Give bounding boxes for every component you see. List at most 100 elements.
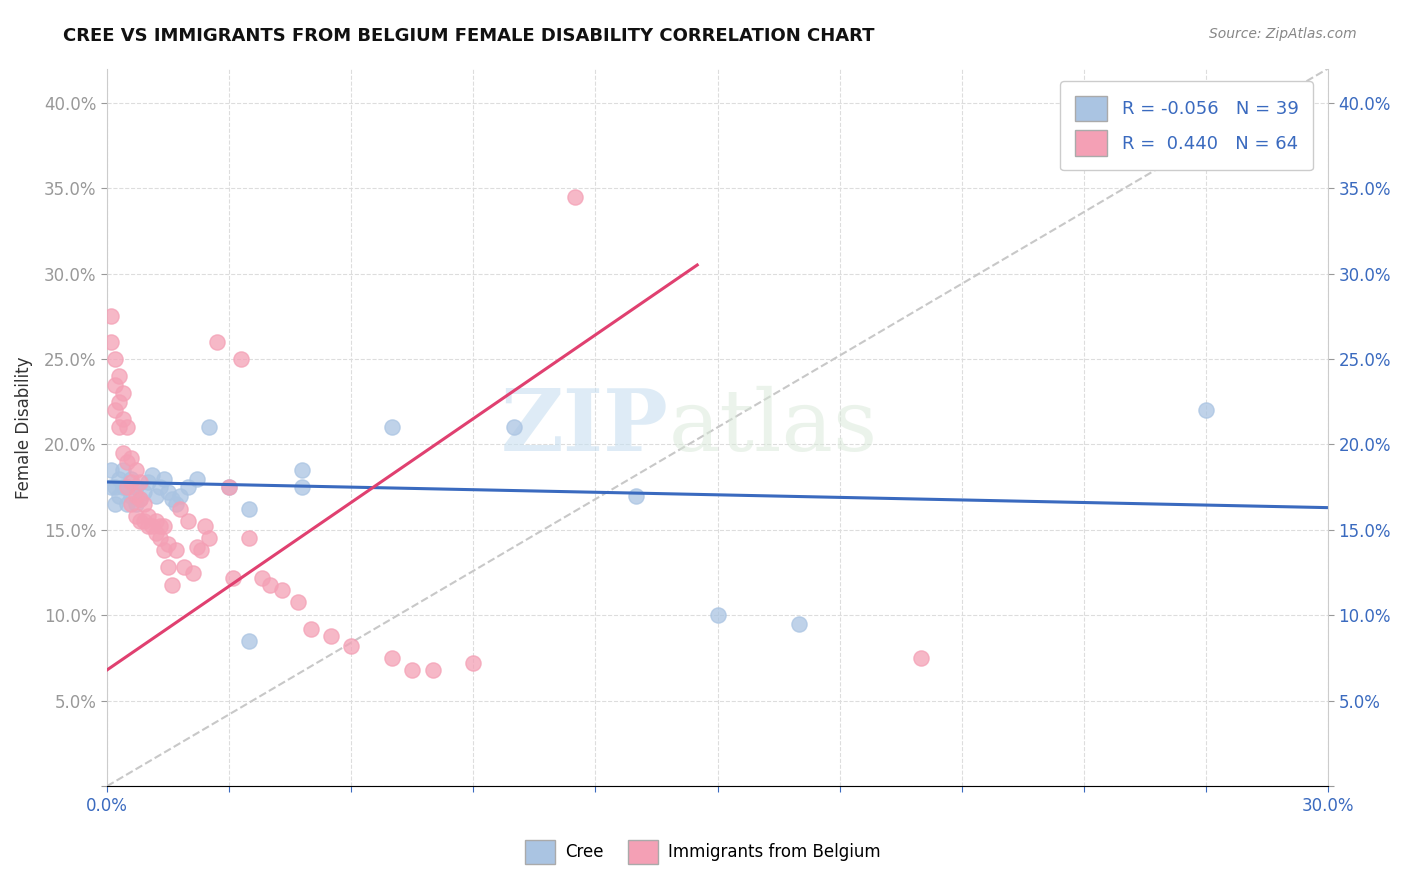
Text: ZIP: ZIP [501, 385, 669, 469]
Point [218, 480, 240, 494]
Point [381, 420, 404, 434]
Point [181, 566, 204, 580]
Point [124, 489, 146, 503]
Point [112, 446, 135, 460]
Point [100, 463, 122, 477]
Point [117, 420, 139, 434]
Point [149, 480, 172, 494]
Point [238, 502, 260, 516]
Point [157, 560, 180, 574]
Point [104, 480, 127, 494]
Point [401, 663, 423, 677]
Point [160, 577, 183, 591]
Point [145, 489, 167, 503]
Point [128, 475, 150, 489]
Point [299, 622, 322, 636]
Point [153, 543, 176, 558]
Point [503, 420, 526, 434]
Point [117, 454, 139, 468]
Point [624, 489, 647, 503]
Point [910, 651, 932, 665]
Point [153, 472, 176, 486]
Point [177, 480, 200, 494]
Point [250, 571, 273, 585]
Text: Source: ZipAtlas.com: Source: ZipAtlas.com [1209, 27, 1357, 41]
Point [128, 492, 150, 507]
Point [787, 616, 810, 631]
Point [422, 663, 444, 677]
Point [120, 489, 142, 503]
Point [128, 492, 150, 507]
Point [165, 543, 187, 558]
Point [120, 451, 142, 466]
Point [132, 514, 155, 528]
Point [112, 463, 135, 477]
Point [319, 629, 342, 643]
Text: CREE VS IMMIGRANTS FROM BELGIUM FEMALE DISABILITY CORRELATION CHART: CREE VS IMMIGRANTS FROM BELGIUM FEMALE D… [63, 27, 875, 45]
Point [124, 509, 146, 524]
Point [564, 189, 586, 203]
Point [177, 514, 200, 528]
Point [160, 492, 183, 507]
Point [238, 532, 260, 546]
Point [145, 514, 167, 528]
Point [100, 480, 122, 494]
Point [108, 394, 131, 409]
Point [186, 472, 208, 486]
Point [381, 651, 404, 665]
Point [186, 540, 208, 554]
Point [136, 475, 159, 489]
Point [165, 497, 187, 511]
Point [120, 475, 142, 489]
Point [141, 519, 163, 533]
Point [231, 351, 253, 366]
Point [149, 532, 172, 546]
Point [124, 497, 146, 511]
Point [117, 497, 139, 511]
Point [136, 519, 159, 533]
Point [108, 420, 131, 434]
Point [238, 634, 260, 648]
Point [112, 411, 135, 425]
Legend: Cree, Immigrants from Belgium: Cree, Immigrants from Belgium [519, 833, 887, 871]
Point [132, 485, 155, 500]
Point [205, 334, 228, 349]
Point [271, 582, 294, 597]
Point [141, 468, 163, 483]
Point [104, 497, 127, 511]
Point [340, 639, 363, 653]
Legend: R = -0.056   N = 39, R =  0.440   N = 64: R = -0.056 N = 39, R = 0.440 N = 64 [1060, 81, 1313, 170]
Point [463, 656, 485, 670]
Point [197, 420, 219, 434]
Point [104, 403, 127, 417]
Point [112, 386, 135, 401]
Point [157, 485, 180, 500]
Point [120, 472, 142, 486]
Point [124, 463, 146, 477]
Point [100, 334, 122, 349]
Point [104, 351, 127, 366]
Point [136, 509, 159, 524]
Point [108, 489, 131, 503]
Point [132, 497, 155, 511]
Point [173, 560, 195, 574]
Point [259, 577, 281, 591]
Point [108, 472, 131, 486]
Point [218, 480, 240, 494]
Point [197, 532, 219, 546]
Point [169, 489, 191, 503]
Point [706, 608, 728, 623]
Point [117, 480, 139, 494]
Y-axis label: Female Disability: Female Disability [15, 356, 32, 499]
Point [149, 519, 172, 533]
Point [112, 480, 135, 494]
Point [108, 369, 131, 384]
Point [117, 480, 139, 494]
Point [194, 519, 217, 533]
Point [1195, 403, 1218, 417]
Point [291, 463, 314, 477]
Text: atlas: atlas [669, 385, 877, 469]
Point [124, 480, 146, 494]
Point [169, 502, 191, 516]
Point [291, 480, 314, 494]
